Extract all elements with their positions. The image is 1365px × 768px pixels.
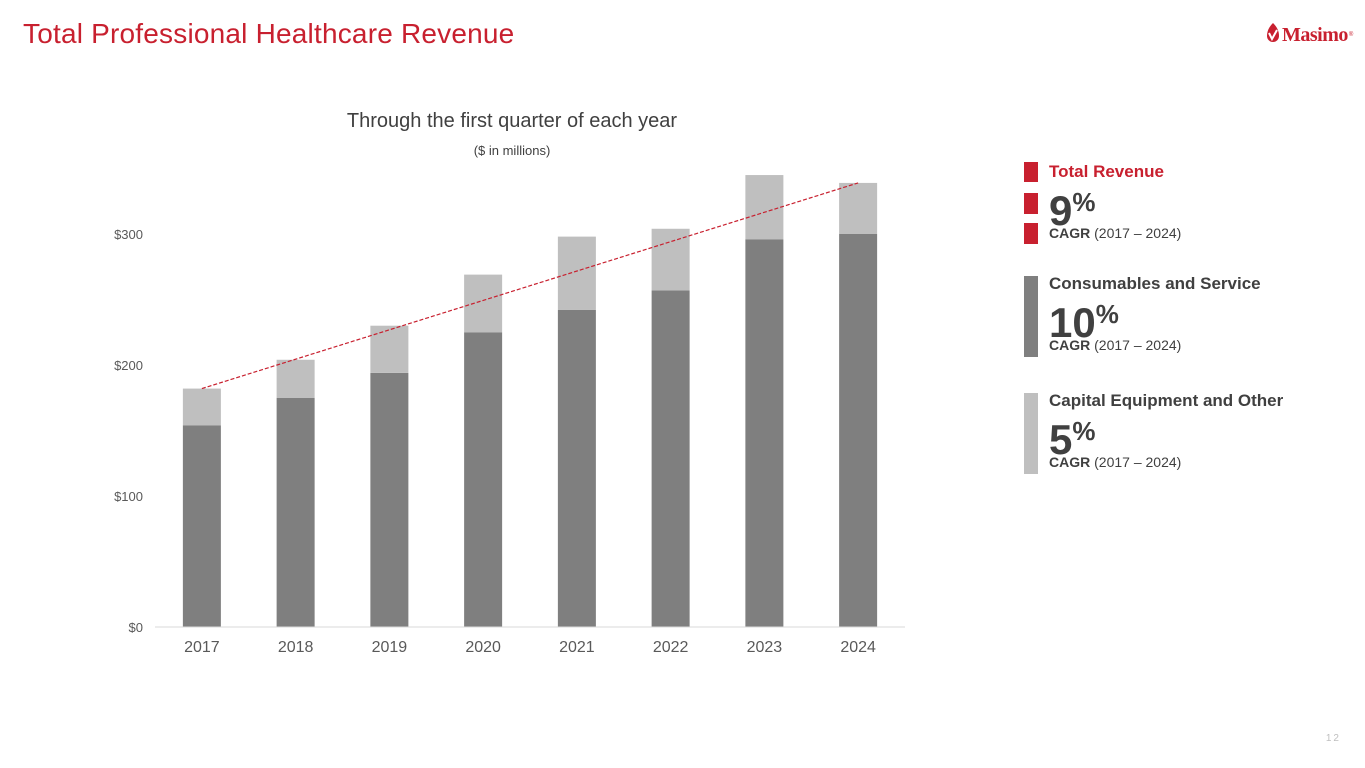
legend-swatch-segment xyxy=(1024,162,1038,182)
bar-capital-2023 xyxy=(745,175,784,240)
x-tick-label: 2022 xyxy=(653,639,689,656)
cagr-period: (2017 – 2024) xyxy=(1094,454,1182,470)
bar-consumables-2023 xyxy=(745,239,784,628)
bar-consumables-2024 xyxy=(839,234,878,627)
y-tick-label: $0 xyxy=(129,620,143,635)
cagr-number: 9 xyxy=(1049,187,1073,234)
bar-consumables-2018 xyxy=(276,397,315,627)
x-tick-label: 2017 xyxy=(184,639,220,656)
x-tick-label: 2019 xyxy=(372,639,408,656)
legend-swatch xyxy=(1024,276,1038,357)
bar-consumables-2022 xyxy=(651,290,690,627)
registered-mark: ® xyxy=(1348,32,1354,38)
x-tick-label: 2020 xyxy=(465,639,501,656)
legend-label: Consumables and Service xyxy=(1049,274,1261,293)
cagr-label: CAGR xyxy=(1049,337,1091,353)
legend-cagr-caption: CAGR (2017 – 2024) xyxy=(1049,225,1181,241)
legend-swatch-segment xyxy=(1024,193,1038,214)
cagr-label: CAGR xyxy=(1049,225,1091,241)
bar-consumables-2021 xyxy=(557,309,596,627)
page-number: 12 xyxy=(1325,733,1341,744)
revenue-bar-chart: $0 $100 $200 $300 2017 2018 2019 2020 2021 2022 2… xyxy=(114,175,905,656)
bar-capital-2021 xyxy=(557,236,596,310)
percent-sign: % xyxy=(1072,187,1096,217)
cagr-label: CAGR xyxy=(1049,454,1091,470)
cagr-number: 5 xyxy=(1049,416,1073,463)
legend-swatch xyxy=(1024,393,1038,474)
cagr-period: (2017 – 2024) xyxy=(1094,337,1182,353)
legend-cagr-caption: CAGR (2017 – 2024) xyxy=(1049,454,1181,470)
legend-cagr-caption: CAGR (2017 – 2024) xyxy=(1049,337,1181,353)
bar-consumables-2017 xyxy=(182,425,221,627)
x-tick-label: 2024 xyxy=(840,639,876,656)
y-tick-label: $100 xyxy=(114,489,143,504)
cagr-number: 10 xyxy=(1049,299,1096,346)
chart-title: Through the first quarter of each year xyxy=(346,110,678,132)
bar-consumables-2019 xyxy=(370,372,409,627)
bar-capital-2017 xyxy=(182,388,221,426)
y-tick-label: $300 xyxy=(114,227,143,242)
chart-subtitle: ($ in millions) xyxy=(473,143,551,158)
legend-label: Total Revenue xyxy=(1049,162,1164,181)
slide-title: Total Professional Healthcare Revenue xyxy=(23,18,515,49)
legend-cagr-value: 9% xyxy=(1049,178,1095,235)
masimo-logo: Masimo ® xyxy=(1266,18,1353,52)
percent-sign: % xyxy=(1072,416,1096,446)
logo-wordmark: Masimo xyxy=(1282,23,1348,46)
bar-consumables-2020 xyxy=(464,332,503,627)
bar-capital-2022 xyxy=(651,228,690,291)
y-tick-label: $200 xyxy=(114,358,143,373)
bar-capital-2020 xyxy=(464,274,503,333)
legend-swatch-segment xyxy=(1024,223,1038,244)
x-tick-label: 2018 xyxy=(278,639,314,656)
masimo-logo-icon xyxy=(1267,23,1279,42)
trendline xyxy=(201,182,859,390)
percent-sign: % xyxy=(1095,299,1119,329)
legend-label: Capital Equipment and Other xyxy=(1049,391,1284,410)
legend-cagr-value: 10% xyxy=(1049,290,1119,347)
legend-cagr-value: 5% xyxy=(1049,407,1095,464)
bar-capital-2024 xyxy=(839,182,878,234)
x-tick-label: 2021 xyxy=(559,639,595,656)
cagr-period: (2017 – 2024) xyxy=(1094,225,1182,241)
x-tick-label: 2023 xyxy=(747,639,783,656)
bar-capital-2018 xyxy=(276,359,315,398)
bar-capital-2019 xyxy=(370,325,409,373)
